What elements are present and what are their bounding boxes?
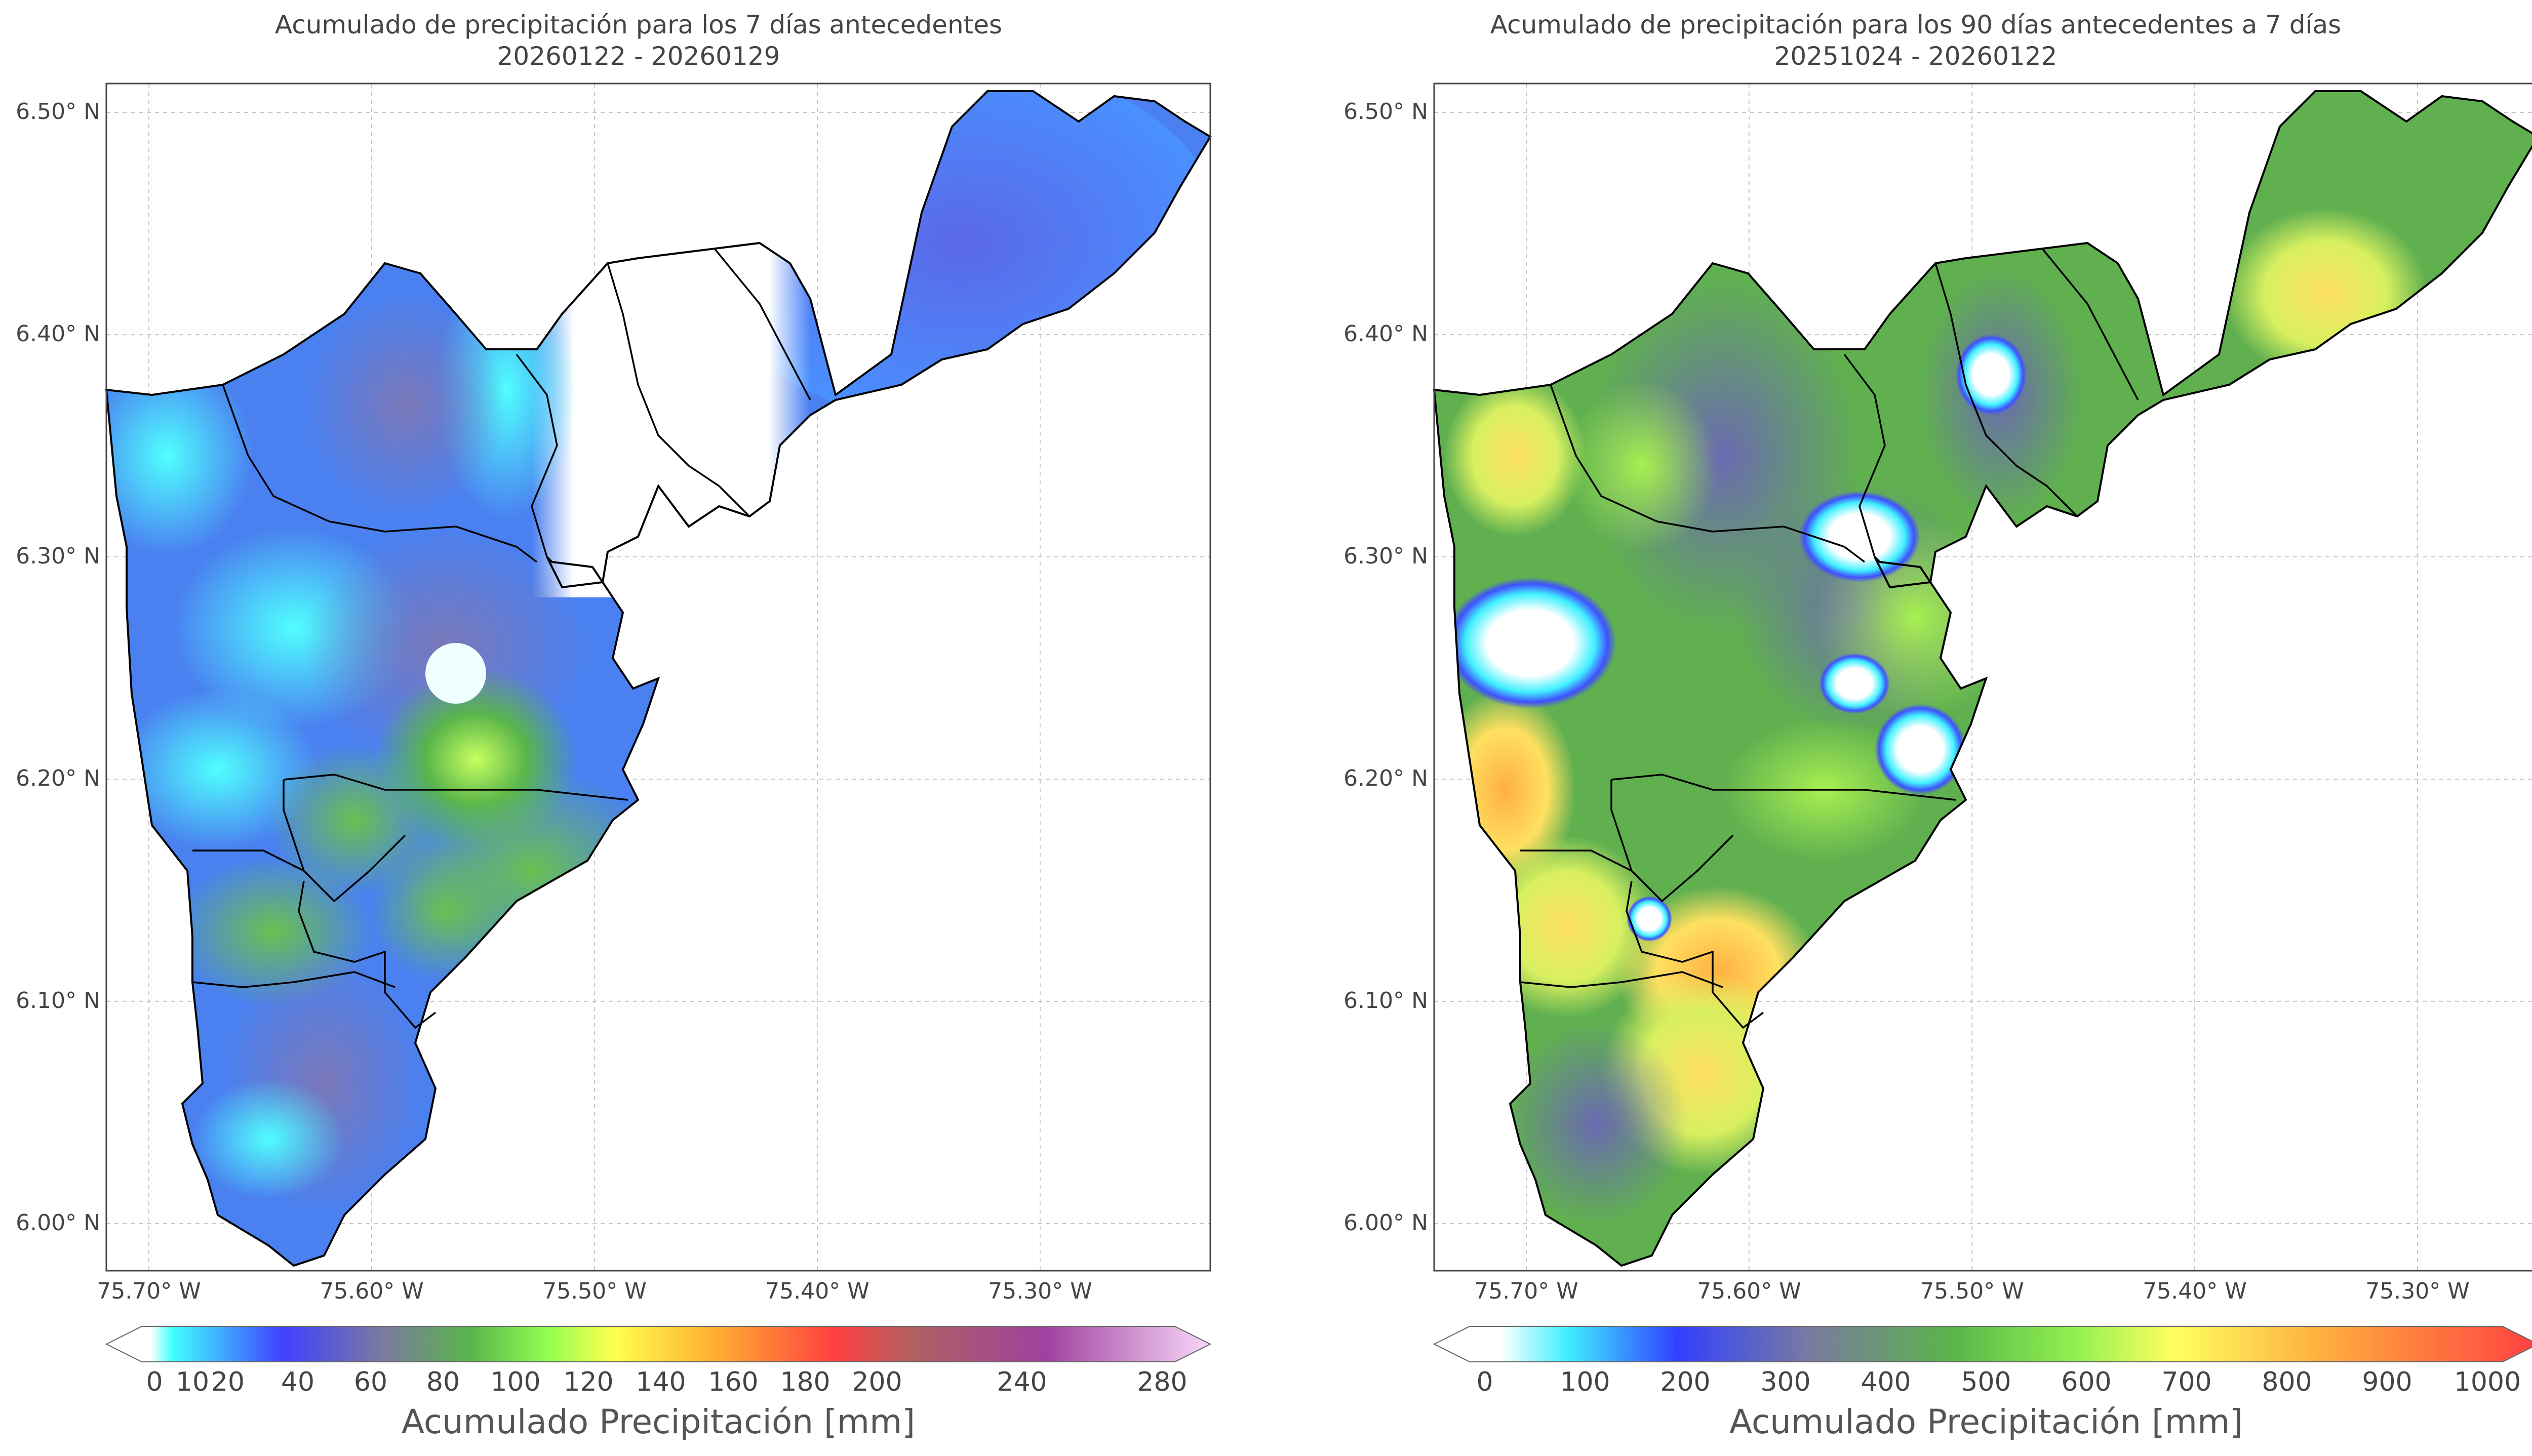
left-cb-tick: 180	[780, 1367, 830, 1397]
right-cb-tick: 700	[2161, 1367, 2212, 1397]
left-cb-tick: 80	[426, 1367, 460, 1397]
right-lat-tick: 6.50° N	[1343, 99, 1428, 125]
left-lat-tick: 6.20° N	[16, 765, 100, 791]
right-lat-tick: 6.10° N	[1343, 988, 1428, 1014]
left-cb-tick: 240	[997, 1367, 1047, 1397]
left-map-frame	[105, 83, 1211, 1272]
left-lon-tick: 75.60° W	[320, 1278, 424, 1304]
right-cb-tick: 200	[1660, 1367, 1711, 1397]
right-title-line2: 20251024 - 20260122	[1774, 42, 2058, 71]
right-map-title: Acumulado de precipitación para los 90 d…	[1277, 9, 2532, 72]
right-cb-tick: 0	[1476, 1367, 1493, 1397]
right-lon-tick: 75.50° W	[1920, 1278, 2024, 1304]
left-cb-tick: 10	[175, 1367, 210, 1397]
right-cb-tick: 300	[1760, 1367, 1811, 1397]
left-cb-tick: 40	[281, 1367, 315, 1397]
left-map-title: Acumulado de precipitación para los 7 dí…	[0, 9, 1277, 72]
left-lat-tick: 6.10° N	[16, 988, 100, 1014]
left-cb-tick: 60	[353, 1367, 388, 1397]
right-cb-tick: 500	[1961, 1367, 2011, 1397]
left-cb-tick: 100	[490, 1367, 541, 1397]
left-lon-tick: 75.50° W	[542, 1278, 647, 1304]
left-cb-tick: 140	[636, 1367, 686, 1397]
left-lat-tick: 6.00° N	[16, 1210, 100, 1236]
right-lon-tick: 75.30° W	[2365, 1278, 2470, 1304]
left-lon-tick: 75.40° W	[765, 1278, 869, 1304]
left-cb-tick: 160	[708, 1367, 759, 1397]
right-map-panel: Acumulado de precipitación para los 90 d…	[1277, 0, 2532, 1456]
left-cb-tick: 200	[852, 1367, 902, 1397]
left-title-line1: Acumulado de precipitación para los 7 dí…	[274, 10, 1003, 39]
right-cb-tick: 900	[2362, 1367, 2412, 1397]
left-cb-tick: 120	[563, 1367, 614, 1397]
left-cb-tick: 20	[211, 1367, 245, 1397]
left-cb-tick: 0	[146, 1367, 163, 1397]
right-title-line1: Acumulado de precipitación para los 90 d…	[1490, 10, 2342, 39]
right-cb-tick: 400	[1861, 1367, 1911, 1397]
right-colorbar	[1433, 1326, 2532, 1362]
right-lon-tick: 75.70° W	[1474, 1278, 1578, 1304]
right-lon-tick: 75.60° W	[1697, 1278, 1801, 1304]
left-cb-tick: 280	[1137, 1367, 1188, 1397]
left-lon-tick: 75.30° W	[988, 1278, 1092, 1304]
left-map-panel: Acumulado de precipitación para los 7 dí…	[0, 9, 1277, 1441]
left-lat-tick: 6.40° N	[16, 321, 100, 347]
right-lon-tick: 75.40° W	[2143, 1278, 2247, 1304]
right-lat-tick: 6.40° N	[1343, 321, 1428, 347]
left-title-line2: 20260122 - 20260129	[497, 42, 780, 71]
right-lat-tick: 6.00° N	[1343, 1210, 1428, 1236]
right-subbasin-lines	[1520, 247, 2139, 1029]
right-cb-tick: 100	[1560, 1367, 1610, 1397]
left-map-svg	[105, 83, 1212, 1362]
left-lat-tick: 6.30° N	[16, 543, 100, 569]
right-cb-tick: 800	[2262, 1367, 2312, 1397]
right-lat-tick: 6.20° N	[1343, 765, 1428, 791]
right-colorbar-label: Acumulado Precipitación [mm]	[1729, 1402, 2243, 1441]
right-map-svg	[1433, 83, 2532, 1362]
right-lat-tick: 6.30° N	[1343, 543, 1428, 569]
right-map-frame	[1433, 83, 2532, 1272]
right-cb-tick: 1000	[2454, 1367, 2521, 1397]
left-lon-tick: 75.70° W	[97, 1278, 201, 1304]
left-colorbar	[105, 1326, 1212, 1362]
left-colorbar-label: Acumulado Precipitación [mm]	[401, 1402, 916, 1441]
left-lat-tick: 6.50° N	[16, 99, 100, 125]
left-subbasin-lines	[192, 247, 811, 1029]
right-cb-tick: 600	[2061, 1367, 2112, 1397]
